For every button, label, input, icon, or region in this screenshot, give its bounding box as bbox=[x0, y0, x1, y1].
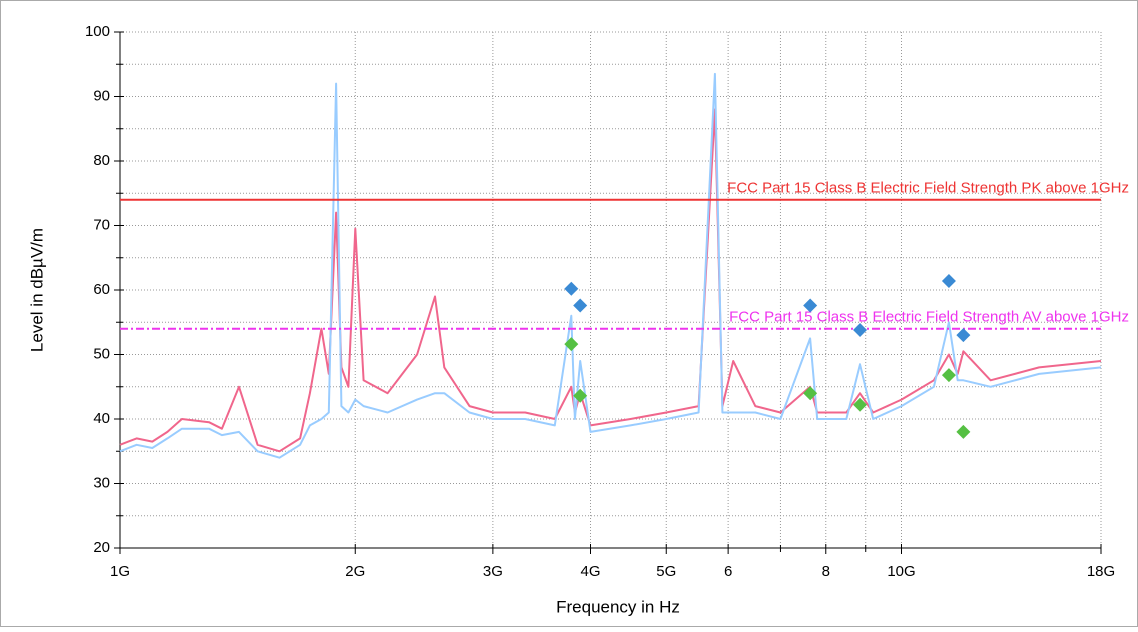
y-tick-label: 60 bbox=[93, 281, 110, 298]
x-tick-label: 4G bbox=[581, 563, 601, 580]
y-tick-label: 70 bbox=[93, 216, 110, 233]
marker bbox=[564, 281, 579, 296]
x-tick-label: 6 bbox=[724, 563, 732, 580]
marker bbox=[956, 424, 971, 439]
y-tick-label: 50 bbox=[93, 345, 110, 362]
x-tick-label: 2G bbox=[345, 563, 365, 580]
marker bbox=[941, 273, 956, 288]
marker bbox=[573, 388, 588, 403]
marker bbox=[803, 386, 818, 401]
y-axis-label: Level in dBµV/m bbox=[27, 228, 46, 352]
trace bbox=[119, 108, 1102, 453]
marker bbox=[941, 368, 956, 383]
marker bbox=[853, 397, 868, 412]
marker bbox=[956, 328, 971, 343]
x-tick-label: 3G bbox=[483, 563, 503, 580]
x-tick-label: 18G bbox=[1087, 563, 1115, 580]
marker bbox=[564, 337, 579, 352]
marker bbox=[803, 298, 818, 313]
x-axis-label: Frequency in Hz bbox=[556, 597, 680, 616]
y-tick-label: 40 bbox=[93, 410, 110, 427]
y-tick-label: 20 bbox=[93, 539, 110, 556]
limit-label: FCC Part 15 Class B Electric Field Stren… bbox=[729, 309, 1129, 326]
limit-label: FCC Part 15 Class B Electric Field Stren… bbox=[727, 180, 1129, 197]
x-tick-label: 1G bbox=[110, 563, 130, 580]
y-tick-label: 90 bbox=[93, 87, 110, 104]
x-tick-label: 8 bbox=[822, 563, 830, 580]
marker bbox=[853, 322, 868, 337]
trace bbox=[119, 72, 1102, 459]
y-tick-label: 100 bbox=[85, 23, 110, 40]
marker bbox=[573, 298, 588, 313]
y-tick-label: 80 bbox=[93, 152, 110, 169]
x-tick-label: 10G bbox=[887, 563, 915, 580]
x-tick-label: 5G bbox=[656, 563, 676, 580]
y-tick-label: 30 bbox=[93, 474, 110, 491]
